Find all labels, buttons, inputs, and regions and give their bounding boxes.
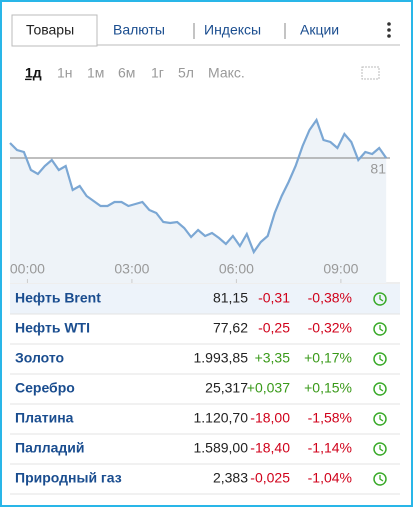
price: 81,15 (213, 290, 248, 306)
price: 77,62 (213, 320, 248, 336)
price: 25,317 (205, 380, 248, 396)
instrument-name[interactable]: Золото (15, 350, 64, 366)
price-line (9, 117, 388, 255)
clock-hands (379, 475, 384, 482)
instrument-name[interactable]: Нефть Brent (15, 290, 101, 306)
menu-dot[interactable] (387, 34, 391, 38)
change-percent: -1,58% (308, 410, 352, 426)
price: 1.120,70 (194, 410, 249, 426)
tab[interactable]: Товары (26, 22, 74, 38)
price: 2,383 (213, 470, 248, 486)
change-percent: -1,14% (308, 440, 352, 456)
clock-hands (379, 385, 384, 392)
row-highlight (10, 284, 400, 314)
clock-hands (379, 355, 384, 362)
clock-hands (379, 415, 384, 422)
range-button[interactable]: 1г (151, 65, 164, 81)
change: -0,31 (258, 290, 290, 306)
clock-hands (379, 295, 384, 302)
instrument-name[interactable]: Платина (15, 410, 74, 426)
change: -18,40 (250, 440, 290, 456)
instrument-name[interactable]: Нефть WTI (15, 320, 90, 336)
x-tick-label: 09:00 (323, 261, 358, 277)
clock-icon (373, 472, 387, 486)
clock-icon (373, 322, 387, 336)
menu-dot[interactable] (387, 28, 391, 32)
change: -0,25 (258, 320, 290, 336)
price: 1.589,00 (194, 440, 249, 456)
clock-hands (379, 325, 384, 332)
change-percent: -1,04% (308, 470, 352, 486)
change: -0,025 (250, 470, 290, 486)
range-button[interactable]: 1д (25, 65, 42, 81)
tab[interactable]: Акции (300, 22, 339, 38)
instrument-name[interactable]: Палладий (15, 440, 85, 456)
clock-icon (373, 352, 387, 366)
clock-icon (373, 382, 387, 396)
price: 1.993,85 (194, 350, 249, 366)
instrument-name[interactable]: Природный газ (15, 470, 122, 486)
instrument-name[interactable]: Серебро (15, 380, 75, 396)
change-percent: -0,32% (308, 320, 352, 336)
tab[interactable]: Валюты (113, 22, 165, 38)
clock-icon (373, 292, 387, 306)
fullscreen-icon[interactable] (361, 66, 380, 80)
clock-icon (373, 412, 387, 426)
change: -18,00 (250, 410, 290, 426)
tab[interactable]: Индексы (204, 22, 261, 38)
range-button[interactable]: 6м (118, 65, 135, 81)
range-button[interactable]: 5л (178, 65, 194, 81)
change: +0,037 (247, 380, 290, 396)
x-tick-label: 06:00 (219, 261, 254, 277)
change-percent: +0,17% (304, 350, 352, 366)
reference-label: 81 (370, 161, 386, 177)
range-button[interactable]: 1м (87, 65, 104, 81)
change-percent: -0,38% (308, 290, 352, 306)
line-area (10, 120, 387, 283)
x-tick-label: 03:00 (114, 261, 149, 277)
active-tab-box (11, 14, 98, 47)
change: +3,35 (255, 350, 291, 366)
clock-hands (379, 445, 384, 452)
change-percent: +0,15% (304, 380, 352, 396)
x-tick-label: 00:00 (10, 261, 45, 277)
range-button[interactable]: Макс. (208, 65, 245, 81)
clock-icon (373, 442, 387, 456)
range-button[interactable]: 1н (57, 65, 73, 81)
menu-dot[interactable] (387, 22, 391, 26)
